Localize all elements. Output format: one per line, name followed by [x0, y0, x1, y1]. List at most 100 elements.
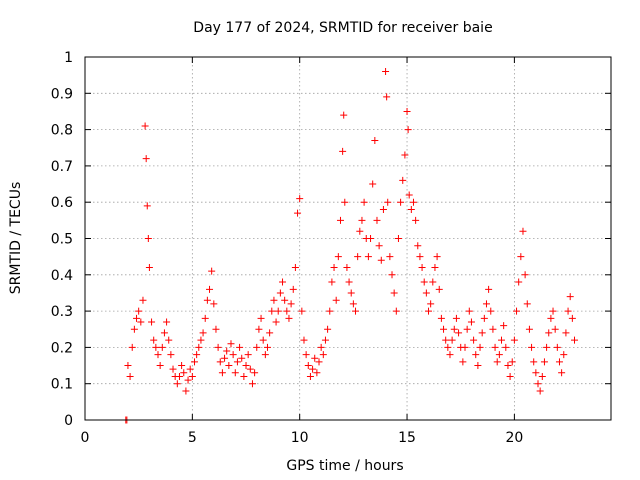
data-point [383, 93, 391, 101]
data-point [255, 325, 263, 333]
data-point [356, 227, 364, 235]
data-point [150, 336, 158, 344]
data-point [279, 278, 287, 286]
data-point [306, 372, 314, 380]
x-tick-label: 10 [291, 430, 309, 446]
data-point [218, 369, 226, 377]
data-point [229, 351, 237, 359]
data-point [283, 307, 291, 315]
data-point [558, 369, 566, 377]
data-point [197, 336, 205, 344]
data-point [407, 205, 415, 213]
data-point [133, 314, 141, 322]
x-tick-label: 0 [81, 430, 90, 446]
data-point [431, 264, 439, 272]
data-point [272, 318, 280, 326]
data-point [330, 264, 338, 272]
data-point [212, 325, 220, 333]
data-point [145, 264, 153, 272]
data-point [465, 307, 473, 315]
data-point [238, 354, 246, 362]
data-point [173, 380, 181, 388]
data-point [244, 351, 252, 359]
data-point [420, 278, 428, 286]
data-point [437, 314, 445, 322]
data-point [349, 300, 357, 308]
data-point [169, 365, 177, 373]
data-point [352, 307, 360, 315]
data-point [384, 198, 392, 206]
data-point [259, 336, 267, 344]
data-point [201, 314, 209, 322]
y-tick-label: 0.7 [51, 159, 73, 175]
data-point [221, 354, 229, 362]
data-point [360, 198, 368, 206]
data-point [390, 289, 398, 297]
data-point [345, 278, 353, 286]
data-point [199, 329, 207, 337]
data-point [184, 376, 192, 384]
data-point [158, 343, 166, 351]
data-point [263, 343, 271, 351]
data-point [422, 289, 430, 297]
data-point [555, 358, 563, 366]
data-point [203, 296, 211, 304]
data-point [126, 372, 134, 380]
data-point [433, 253, 441, 261]
x-tick-label: 15 [398, 430, 416, 446]
data-point [478, 329, 486, 337]
data-point [459, 358, 467, 366]
data-point [549, 307, 557, 315]
data-point [294, 209, 302, 217]
data-point [339, 147, 347, 155]
data-point [321, 336, 329, 344]
data-point [287, 300, 295, 308]
grid-lines [85, 57, 611, 420]
data-point [248, 380, 256, 388]
data-point [440, 325, 448, 333]
data-point [281, 296, 289, 304]
data-point [354, 253, 362, 261]
data-point [500, 322, 508, 330]
data-point [489, 325, 497, 333]
data-point [551, 325, 559, 333]
y-tick-label: 1 [64, 50, 73, 66]
data-point [534, 380, 542, 388]
data-point [427, 300, 435, 308]
data-point [367, 235, 375, 242]
data-point [474, 362, 482, 370]
data-point [340, 111, 348, 119]
data-point [525, 325, 533, 333]
y-tick-label: 0 [64, 413, 73, 429]
data-point [523, 300, 531, 308]
data-point [311, 354, 319, 362]
data-point [444, 343, 452, 351]
data-point [452, 314, 460, 322]
data-point [399, 176, 407, 184]
data-point [242, 362, 250, 370]
data-point [165, 336, 173, 344]
data-point [510, 336, 518, 344]
data-point [341, 198, 349, 206]
data-point [517, 253, 525, 261]
data-point [236, 343, 244, 351]
data-point [388, 271, 396, 279]
data-point [319, 351, 327, 359]
data-point [485, 285, 493, 293]
data-point [375, 242, 383, 250]
data-point [463, 325, 471, 333]
data-point [386, 253, 394, 261]
data-point [334, 253, 342, 261]
data-point [178, 362, 186, 370]
data-point [317, 343, 325, 351]
y-tick-label: 0.9 [51, 86, 73, 102]
data-point [515, 278, 523, 286]
data-point [313, 369, 321, 377]
data-point [560, 351, 568, 359]
data-point [401, 151, 409, 159]
data-point [498, 336, 506, 344]
data-point [233, 358, 241, 366]
data-point [536, 387, 544, 395]
data-point [276, 289, 284, 297]
